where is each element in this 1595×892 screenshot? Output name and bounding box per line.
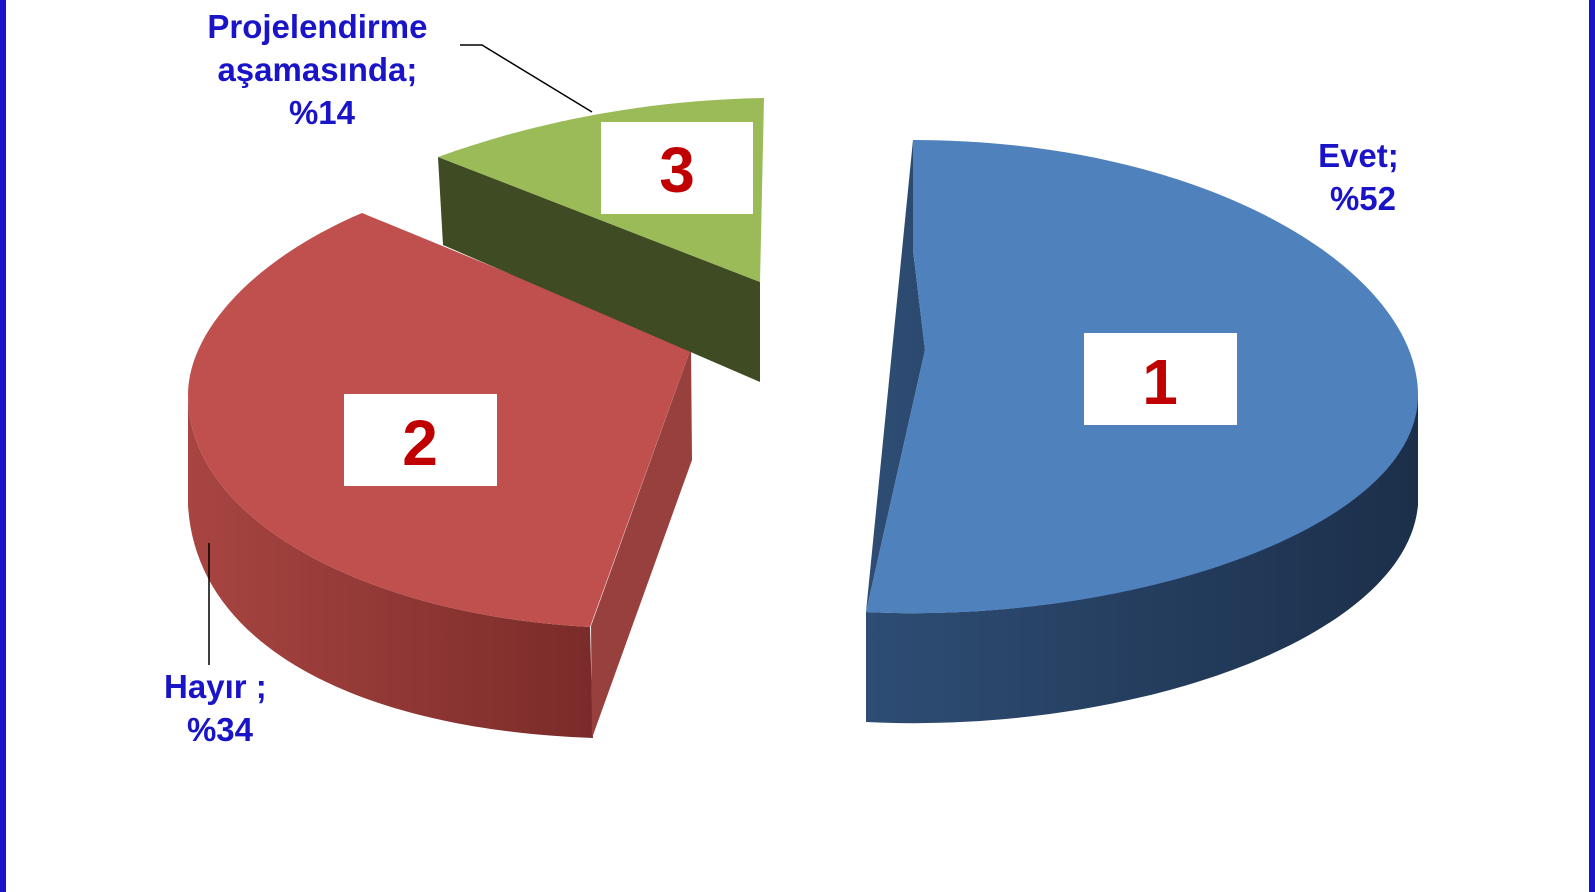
data-label-1-line-1: Evet;	[1318, 137, 1399, 174]
data-label-3-line-2: aşamasında;	[217, 51, 417, 88]
number-label-2: 2	[402, 407, 438, 479]
data-label-1-line-2: %52	[1330, 180, 1396, 217]
number-box-1: 1	[1084, 333, 1237, 425]
leader-line-3	[460, 44, 593, 113]
data-label-1: Evet; %52	[1318, 137, 1408, 217]
number-box-1-bg	[1084, 333, 1237, 425]
number-box-3-bg	[601, 122, 753, 214]
pie-chart: 1 2 3 Projelendirme aşamasında; %14 Evet…	[164, 8, 1418, 748]
slice-1-side	[866, 140, 1418, 724]
number-label-3: 3	[659, 134, 695, 206]
number-box-3: 3	[601, 122, 753, 214]
pie-slice-1	[866, 140, 1418, 724]
data-label-3: Projelendirme aşamasında; %14	[207, 8, 436, 131]
slice-2-outer-side	[188, 395, 593, 738]
number-box-2-bg	[344, 394, 497, 486]
data-label-2-line-1: Hayır ;	[164, 668, 267, 705]
data-label-2: Hayır ; %34	[164, 668, 276, 748]
data-label-3-line-1: Projelendirme	[207, 8, 427, 45]
number-label-1: 1	[1142, 346, 1178, 418]
slice-3-cut-side	[438, 157, 760, 382]
data-label-3-line-3: %14	[289, 94, 356, 131]
data-label-2-line-2: %34	[187, 711, 254, 748]
slice-2-cut-side	[591, 348, 692, 738]
number-box-2: 2	[344, 394, 497, 486]
